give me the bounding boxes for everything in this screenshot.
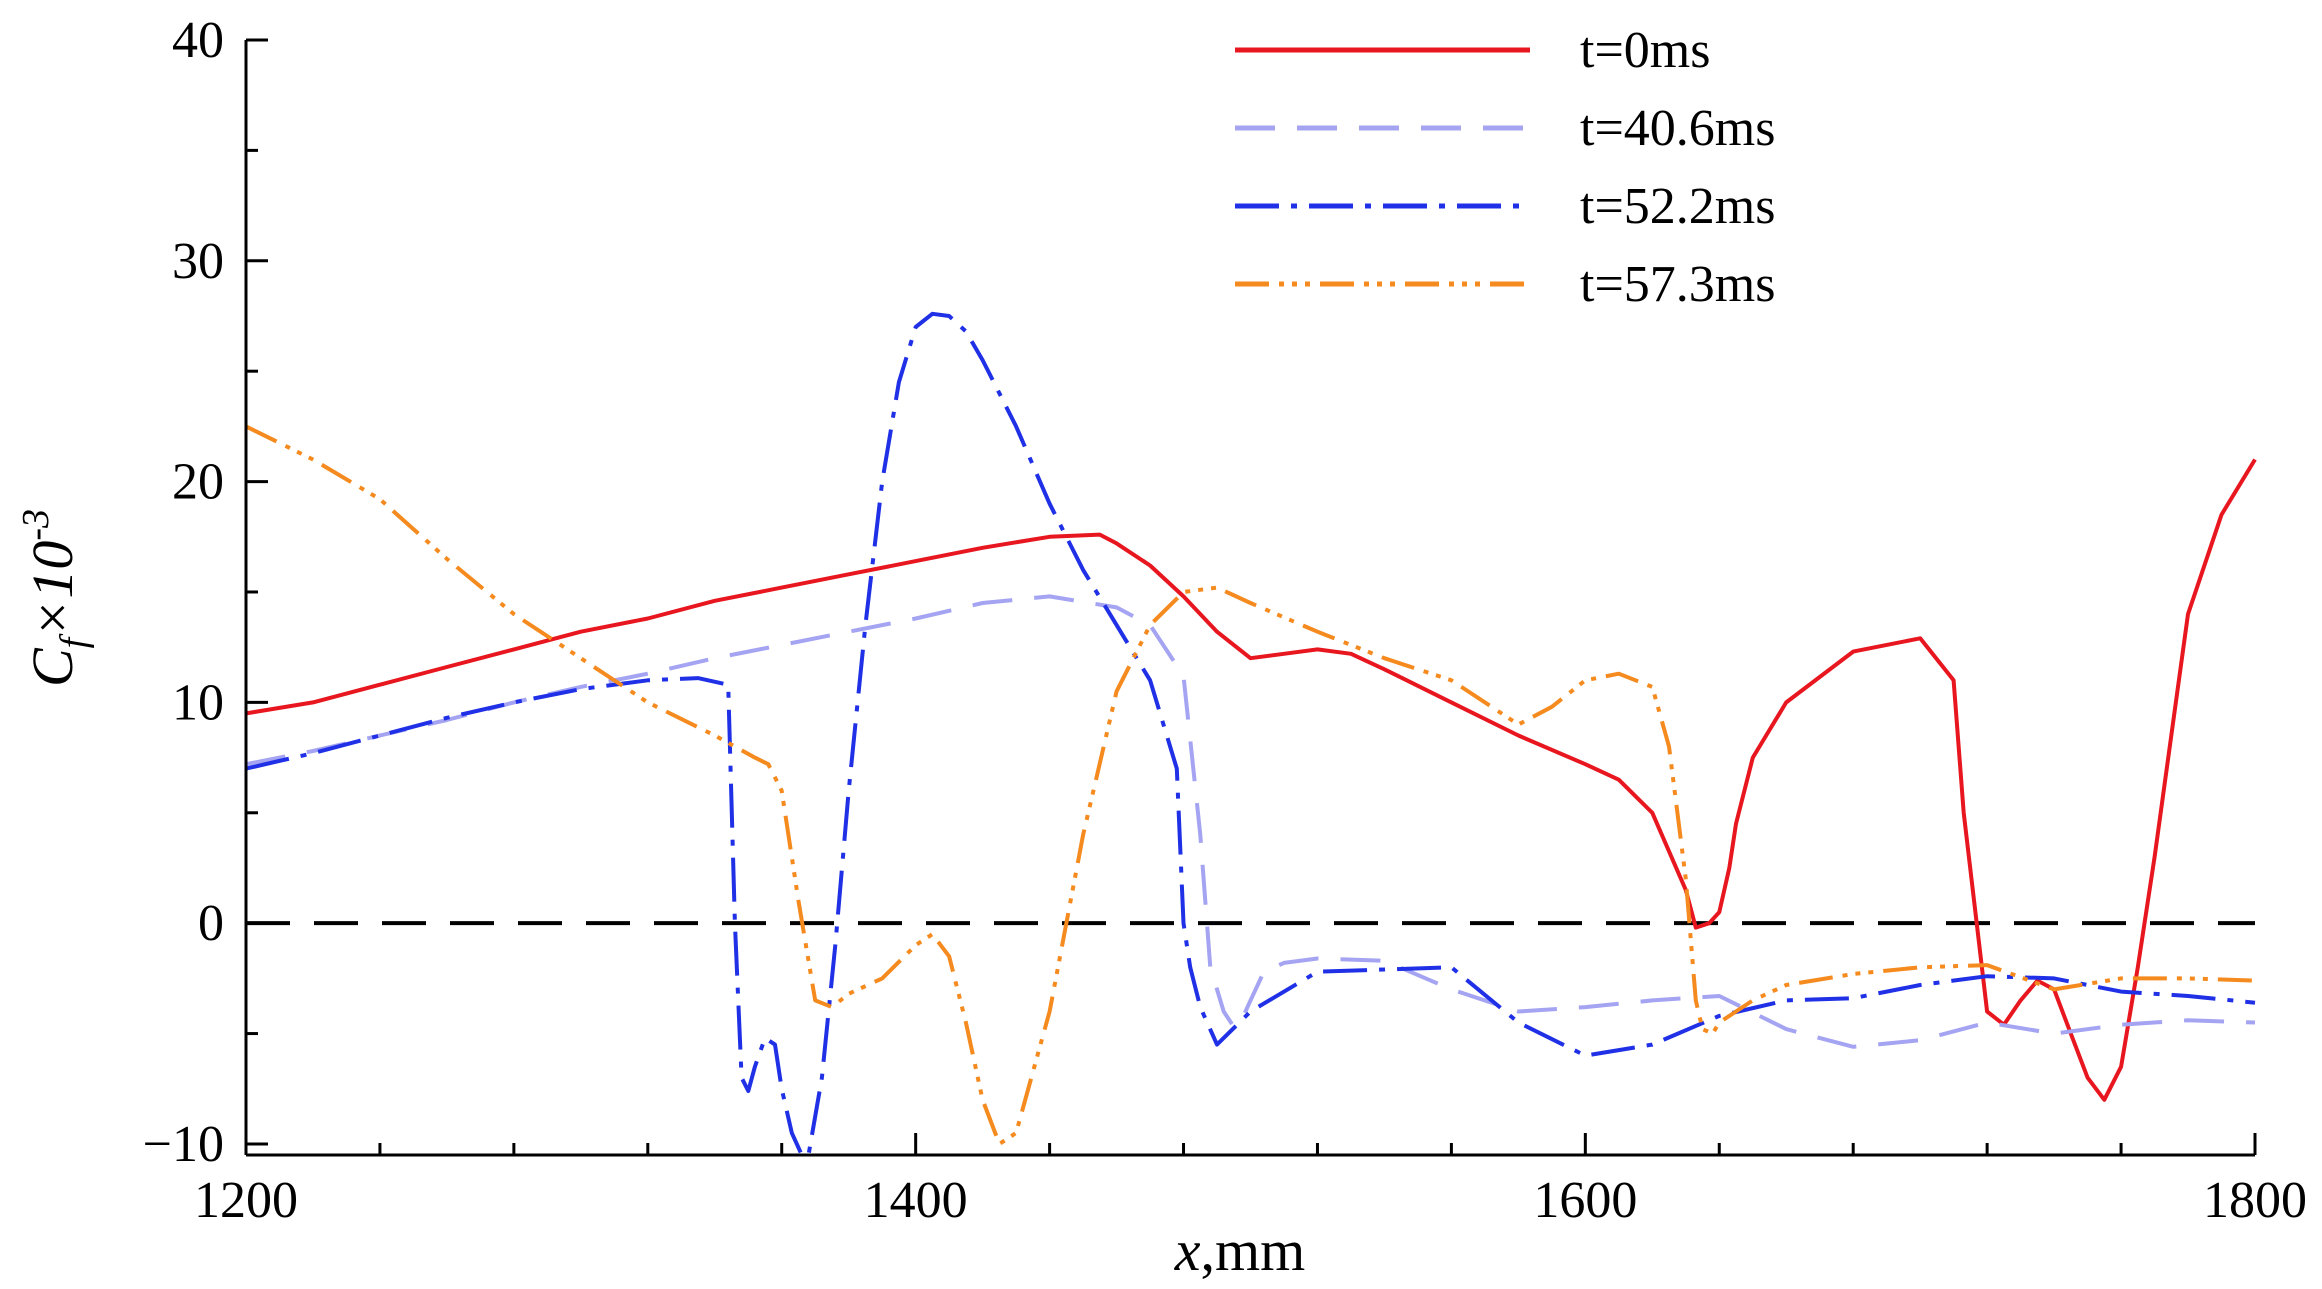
- x-tick-label: 1800: [2203, 1172, 2307, 1229]
- y-tick-label: 30: [172, 233, 224, 290]
- y-axis-label-main: C: [20, 647, 85, 687]
- x-axis-label-unit: ,mm: [1201, 1218, 1306, 1283]
- series-line-t=40.6ms: [245, 594, 2256, 1049]
- y-tick-label: 40: [172, 12, 224, 69]
- x-axis-label: x,mm: [1174, 1218, 1305, 1283]
- legend-label: t=57.3ms: [1580, 256, 1775, 313]
- x-tick-label: 1200: [194, 1172, 298, 1229]
- y-axis-label: Cf×10-3: [15, 509, 95, 687]
- series-line-t=57.3ms: [245, 424, 2256, 1146]
- y-axis-label-mult: ×10: [20, 541, 85, 638]
- legend-label: t=52.2ms: [1580, 178, 1775, 235]
- series-line-t=0ms: [245, 458, 2257, 1102]
- series-line-t=52.2ms: [245, 311, 2256, 1157]
- y-tick-label: −10: [143, 1116, 224, 1173]
- x-tick-labels: 1200 1400 1600 1800: [194, 1172, 2307, 1229]
- y-axis-label-exp: -3: [15, 509, 57, 541]
- legend: t=0ms t=40.6ms t=52.2ms t=57.3ms: [1235, 22, 1775, 313]
- y-tick-label: 0: [198, 895, 224, 952]
- y-tick-label: 20: [172, 454, 224, 511]
- series-layer: [245, 311, 2257, 1157]
- x-axis-label-var: x: [1174, 1218, 1201, 1283]
- legend-label: t=40.6ms: [1580, 100, 1775, 157]
- y-tick-labels: −10 0 10 20 30 40: [143, 12, 224, 1173]
- x-tick-label: 1400: [864, 1172, 968, 1229]
- legend-label: t=0ms: [1580, 22, 1710, 79]
- x-tick-label: 1600: [1533, 1172, 1637, 1229]
- y-tick-label: 10: [172, 674, 224, 731]
